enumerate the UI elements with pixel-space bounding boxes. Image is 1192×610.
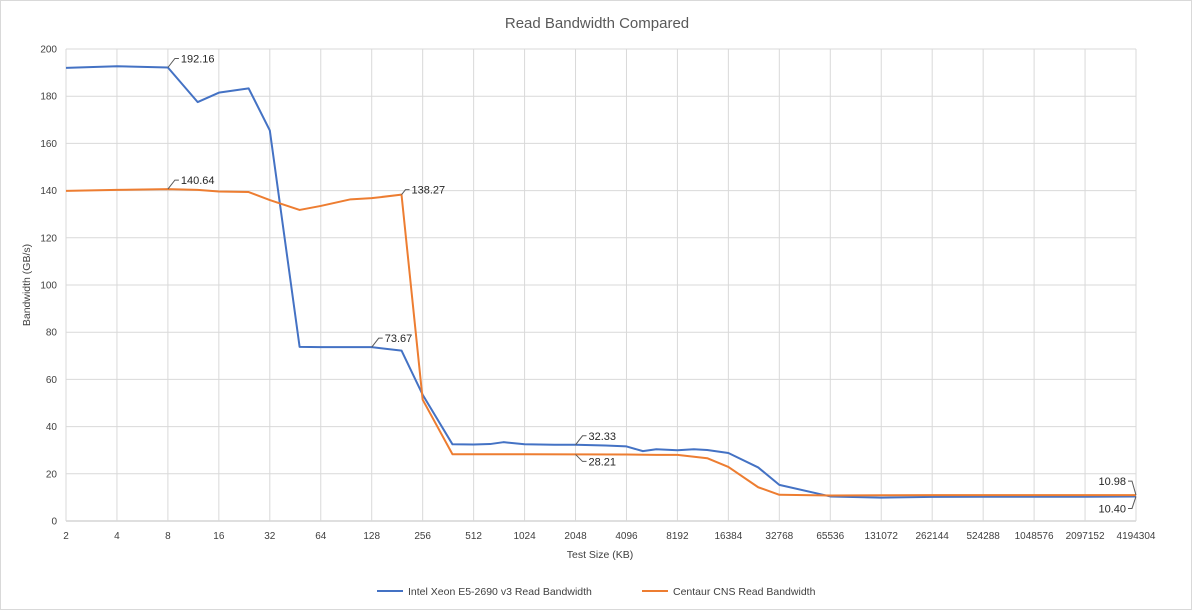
- legend-item-centaur: Centaur CNS Read Bandwidth: [642, 586, 816, 598]
- data-label: 28.21: [589, 456, 617, 468]
- x-tick-label: 1024: [513, 531, 536, 542]
- x-tick-label: 4: [114, 531, 120, 542]
- x-tick-label: 131072: [865, 531, 899, 542]
- x-tick-label: 4096: [615, 531, 638, 542]
- y-tick-label: 100: [40, 281, 57, 292]
- data-label-leader: [575, 454, 587, 462]
- x-tick-label: 64: [315, 531, 327, 542]
- legend-item-intel: Intel Xeon E5-2690 v3 Read Bandwidth: [377, 586, 592, 598]
- data-label: 10.40: [1098, 503, 1126, 515]
- series-lines: [65, 65, 1137, 499]
- legend: Intel Xeon E5-2690 v3 Read Bandwidth Cent…: [377, 586, 816, 598]
- x-tick-label: 524288: [966, 531, 1000, 542]
- x-tick-label: 256: [414, 531, 431, 542]
- legend-label: Centaur CNS Read Bandwidth: [673, 586, 816, 598]
- data-label: 73.67: [385, 333, 413, 345]
- data-label: 138.27: [412, 185, 446, 197]
- y-axis-ticks: 0 20 40 60 80 100 120 140 160 180 200: [40, 45, 57, 528]
- data-label: 140.64: [181, 175, 215, 187]
- x-tick-label: 1048576: [1015, 531, 1054, 542]
- x-tick-label: 32: [264, 531, 276, 542]
- x-tick-label: 16: [213, 531, 225, 542]
- y-tick-label: 160: [40, 139, 57, 150]
- y-tick-label: 200: [40, 45, 57, 56]
- y-tick-label: 140: [40, 186, 57, 197]
- x-tick-label: 2097152: [1066, 531, 1105, 542]
- gridlines: [65, 48, 1137, 522]
- chart-title: Read Bandwidth Compared: [505, 15, 689, 32]
- data-labels: 192.16 140.64 138.27 73.67 32.33 28.21 10.98 10…: [167, 54, 1137, 515]
- data-label: 32.33: [589, 431, 617, 443]
- series-line-centaur: [65, 188, 1137, 497]
- y-axis-label: Bandwidth (GB/s): [21, 244, 33, 326]
- data-label-leader: [401, 189, 410, 195]
- data-label-leader: [371, 337, 383, 348]
- x-tick-label: 32768: [765, 531, 793, 542]
- x-tick-label: 4194304: [1117, 531, 1156, 542]
- data-label-leader: [1128, 480, 1137, 496]
- data-label-leader: [167, 179, 179, 190]
- x-tick-label: 2048: [564, 531, 587, 542]
- x-tick-label: 8: [165, 531, 171, 542]
- x-tick-label: 16384: [714, 531, 742, 542]
- x-axis-label: Test Size (KB): [567, 549, 634, 561]
- y-tick-label: 20: [46, 469, 58, 480]
- y-tick-label: 0: [51, 517, 57, 528]
- y-tick-label: 40: [46, 422, 58, 433]
- x-tick-label: 65536: [816, 531, 844, 542]
- x-tick-label: 8192: [666, 531, 689, 542]
- y-tick-label: 80: [46, 328, 58, 339]
- x-tick-label: 512: [465, 531, 482, 542]
- legend-label: Intel Xeon E5-2690 v3 Read Bandwidth: [408, 586, 592, 598]
- y-tick-label: 120: [40, 233, 57, 244]
- data-label-leader: [167, 58, 179, 68]
- x-tick-label: 2: [63, 531, 69, 542]
- x-tick-label: 128: [363, 531, 380, 542]
- y-tick-label: 180: [40, 92, 57, 103]
- y-tick-label: 60: [46, 375, 58, 386]
- data-label: 192.16: [181, 54, 215, 66]
- data-label: 10.98: [1098, 476, 1126, 488]
- data-label-leader: [1128, 496, 1137, 509]
- data-label-leader: [575, 435, 587, 446]
- x-tick-label: 262144: [916, 531, 950, 542]
- x-axis-ticks: 2 4 8 16 32 64 128 256 512 1024 2048 4096 8192 16384 3…: [63, 531, 1156, 542]
